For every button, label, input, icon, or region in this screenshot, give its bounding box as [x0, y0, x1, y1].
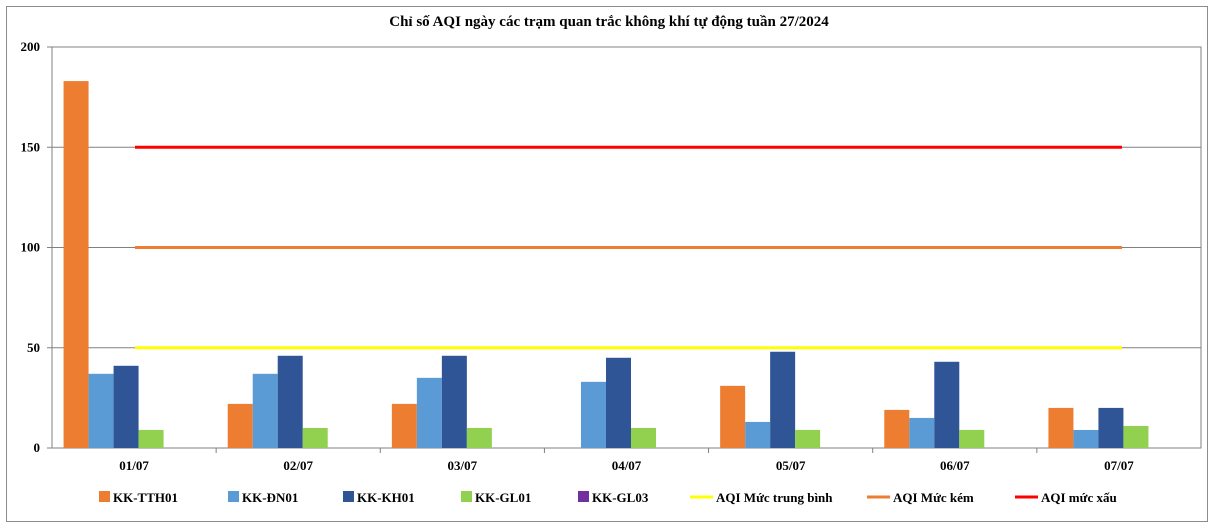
- bar-KK-ĐN01-06/07: [909, 417, 935, 448]
- legend-label: AQI Mức kém: [893, 490, 974, 505]
- bar-KK-KH01-04/07: [606, 357, 631, 448]
- bar-KK-GL01-02/07: [302, 427, 328, 448]
- legend-label: KK-GL03: [592, 490, 649, 505]
- x-category-label: 03/07: [448, 458, 478, 473]
- bar-KK-GL01-03/07: [466, 427, 492, 448]
- x-category-label: 02/07: [283, 458, 313, 473]
- threshold-lines: [135, 145, 1122, 350]
- bar-KK-KH01-01/07: [113, 365, 139, 448]
- bar-KK-TTH01-07/07: [1048, 407, 1074, 448]
- y-tick-label: 100: [21, 240, 41, 255]
- chart-title: Chỉ số AQI ngày các trạm quan trắc không…: [389, 14, 829, 30]
- x-category-label: 06/07: [940, 458, 970, 473]
- bar-KK-ĐN01-02/07: [252, 373, 278, 448]
- bar-KK-KH01-07/07: [1098, 407, 1124, 448]
- bar-KK-GL01-06/07: [959, 429, 985, 448]
- bar-KK-GL01-04/07: [631, 427, 656, 448]
- bar-KK-GL01-01/07: [138, 429, 164, 448]
- legend-swatch: [461, 491, 472, 502]
- legend-label: AQI Mức trung bình: [716, 490, 833, 505]
- x-category-label: 04/07: [612, 458, 642, 473]
- bars: [63, 81, 1149, 449]
- y-tick-label: 50: [27, 340, 40, 355]
- bar-KK-TTH01-05/07: [720, 385, 746, 448]
- legend-swatch: [228, 491, 239, 502]
- y-tick-label: 150: [21, 139, 41, 154]
- x-category-label: 01/07: [119, 458, 149, 473]
- bar-KK-TTH01-02/07: [227, 403, 253, 448]
- legend-label: AQI mức xấu: [1041, 490, 1117, 505]
- bar-KK-ĐN01-05/07: [745, 421, 771, 448]
- bar-KK-KH01-03/07: [441, 355, 467, 448]
- bar-KK-KH01-05/07: [770, 351, 796, 448]
- legend: KK-TTH01 KK-ĐN01 KK-KH01 KK-GL01 KK-GL03 AQI …: [99, 490, 1117, 505]
- bar-KK-GL01-05/07: [795, 429, 821, 448]
- legend-label: KK-KH01: [357, 490, 415, 505]
- legend-swatch: [99, 491, 110, 502]
- bar-KK-KH01-06/07: [934, 361, 960, 448]
- bar-KK-ĐN01-03/07: [416, 377, 442, 448]
- legend-label: KK-GL01: [475, 490, 531, 505]
- bar-KK-KH01-02/07: [277, 355, 303, 448]
- y-tick-label: 0: [34, 440, 41, 455]
- y-tick-label: 200: [21, 39, 41, 54]
- bar-KK-ĐN01-04/07: [581, 381, 606, 448]
- legend-label: KK-TTH01: [113, 490, 178, 505]
- bar-KK-ĐN01-01/07: [88, 373, 114, 448]
- x-category-label: 07/07: [1104, 458, 1134, 473]
- axes: 0 50 100 150 200 01/07 02/07 03/07 04/07 05/07 06/…: [21, 39, 1135, 473]
- bar-KK-ĐN01-07/07: [1073, 429, 1099, 448]
- legend-swatch: [578, 491, 589, 502]
- bar-KK-TTH01-03/07: [391, 403, 417, 448]
- legend-label: KK-ĐN01: [242, 490, 298, 505]
- bar-KK-TTH01-06/07: [884, 409, 910, 448]
- bar-KK-TTH01-01/07: [63, 81, 89, 449]
- legend-swatch: [343, 491, 354, 502]
- x-category-label: 05/07: [776, 458, 806, 473]
- bar-KK-GL01-07/07: [1123, 425, 1149, 448]
- chart-frame: [6, 6, 1208, 522]
